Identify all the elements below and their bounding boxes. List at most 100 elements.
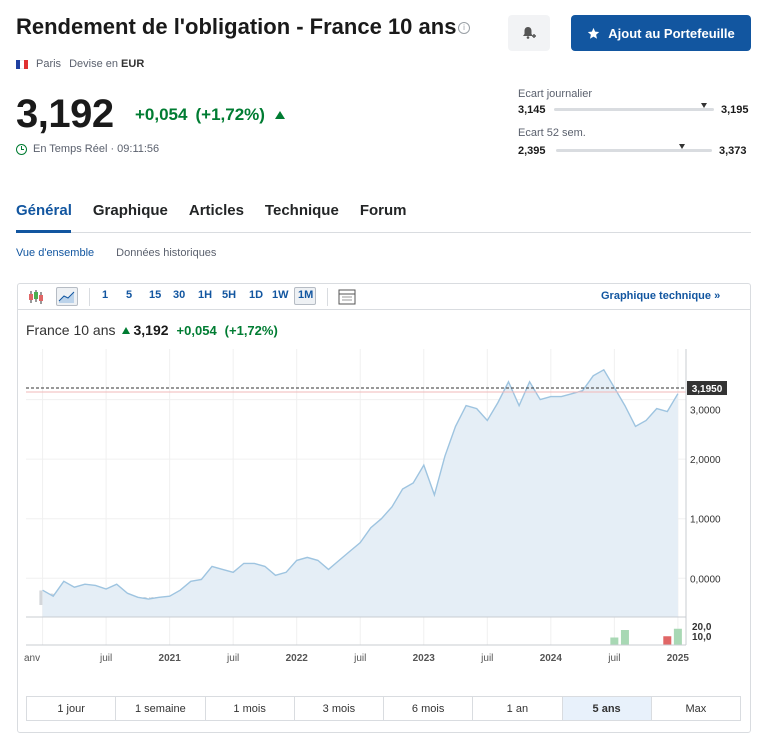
chart-toolbar: 1 5 15 30 1H 5H 1D 1W 1M bbox=[18, 284, 750, 310]
period-button[interactable]: 1 an bbox=[473, 697, 563, 720]
subtab-historical-data[interactable]: Données historiques bbox=[116, 247, 217, 259]
y-tick-label: 0,0000 bbox=[690, 574, 721, 585]
interval-1[interactable]: 1 bbox=[102, 289, 109, 301]
series-line bbox=[42, 368, 679, 600]
period-button[interactable]: 6 mois bbox=[384, 697, 474, 720]
add-to-portfolio-button[interactable]: Ajout au Portefeuille bbox=[571, 15, 751, 51]
last-price: 3,192 bbox=[16, 92, 114, 136]
period-button[interactable]: 1 mois bbox=[206, 697, 295, 720]
currency-label: Devise en bbox=[69, 58, 118, 70]
period-button[interactable]: 1 semaine bbox=[116, 697, 206, 720]
daily-range-label: Ecart journalier bbox=[518, 88, 592, 100]
page-title: Rendement de l'obligation - France 10 an… bbox=[16, 14, 457, 39]
period-selector: 1 jour 1 semaine 1 mois 3 mois 6 mois 1 an 5 a… bbox=[26, 696, 741, 721]
toolbar-separator bbox=[89, 288, 90, 306]
add-to-portfolio-label: Ajout au Portefeuille bbox=[608, 25, 735, 41]
interval-30[interactable]: 30 bbox=[173, 289, 186, 301]
daily-range-high: 3,195 bbox=[721, 104, 749, 116]
info-icon[interactable]: i bbox=[458, 22, 470, 34]
france-flag-icon bbox=[16, 59, 28, 69]
y-tick-label: 1,0000 bbox=[690, 515, 721, 526]
daily-range-marker bbox=[701, 103, 708, 108]
main-tabs: Général Graphique Articles Technique For… bbox=[16, 202, 428, 219]
toolbar-separator bbox=[327, 288, 328, 306]
subtab-overview[interactable]: Vue d'ensemble bbox=[16, 247, 95, 259]
change-percent: (+1,72%) bbox=[195, 105, 265, 124]
realtime-status: En Temps Réel · 09:11:56 bbox=[16, 143, 159, 155]
x-tick-label: 2022 bbox=[286, 653, 309, 664]
star-icon bbox=[588, 27, 600, 39]
x-tick-label: juil bbox=[353, 653, 366, 664]
volume-bar bbox=[610, 637, 619, 645]
tab-technique[interactable]: Technique bbox=[264, 202, 339, 219]
x-tick-label: 2025 bbox=[667, 653, 690, 664]
technical-chart-link[interactable]: Graphique technique » bbox=[601, 290, 721, 302]
volume-tick-label: 10,0 bbox=[692, 632, 712, 643]
interval-1m[interactable]: 1M bbox=[298, 289, 314, 301]
up-arrow-icon bbox=[274, 111, 285, 119]
week52-range-marker bbox=[679, 144, 686, 149]
candlestick-icon[interactable] bbox=[27, 289, 45, 305]
sub-tabs: Vue d'ensemble Données historiques bbox=[16, 247, 216, 259]
period-button[interactable]: 5 ans bbox=[562, 697, 652, 720]
chart-change: +0,054 bbox=[176, 322, 217, 338]
tab-graphique[interactable]: Graphique bbox=[92, 202, 168, 219]
last-value-badge bbox=[687, 381, 727, 396]
x-tick-label: 2023 bbox=[413, 653, 436, 664]
tab-articles[interactable]: Articles bbox=[188, 202, 244, 219]
x-tick-label: juil bbox=[226, 653, 239, 664]
week52-range-low: 2,395 bbox=[518, 145, 546, 157]
area-chart-icon bbox=[58, 291, 75, 303]
market-location: Paris bbox=[36, 58, 62, 70]
daily-range-bar bbox=[554, 103, 714, 111]
x-tick-label: juil bbox=[480, 653, 493, 664]
x-tick-label: anv bbox=[24, 653, 40, 664]
last-value-label: 3,1950 bbox=[692, 384, 723, 395]
period-button[interactable]: Max bbox=[685, 702, 707, 715]
interval-15[interactable]: 15 bbox=[149, 289, 162, 301]
realtime-label: En Temps Réel · 09:11:56 bbox=[33, 143, 160, 155]
x-tick-label: juil bbox=[99, 653, 112, 664]
x-tick-label: 2024 bbox=[540, 653, 563, 664]
volume-bar bbox=[673, 628, 682, 645]
price-change: +0,054 (+1,72%) bbox=[135, 105, 285, 125]
chart-instrument-name: France 10 ans bbox=[26, 322, 116, 338]
week52-range-label: Ecart 52 sem. bbox=[518, 127, 586, 139]
tabs-divider bbox=[16, 232, 751, 233]
daily-range-low: 3,145 bbox=[518, 104, 546, 116]
chart-last-value: 3,192 bbox=[133, 322, 169, 338]
period-button[interactable]: 3 mois bbox=[295, 697, 384, 720]
week52-range-bar bbox=[556, 144, 712, 152]
tab-general[interactable]: Général bbox=[16, 202, 72, 219]
alert-button[interactable] bbox=[508, 15, 550, 51]
volume-bar bbox=[663, 636, 672, 645]
active-tab-indicator bbox=[16, 230, 71, 233]
chart-panel bbox=[17, 283, 751, 733]
x-tick-label: juil bbox=[607, 653, 620, 664]
chart-change-percent: (+1,72%) bbox=[224, 322, 278, 338]
table-view-icon[interactable] bbox=[338, 289, 356, 305]
volume-bar bbox=[620, 630, 629, 645]
chart-header: France 10 ans 3,192 +0,054 (+1,72%) bbox=[26, 322, 278, 338]
change-value: +0,054 bbox=[135, 105, 188, 124]
y-tick-label: 3,0000 bbox=[690, 406, 721, 417]
volume-tick-label: 20,0 bbox=[692, 622, 712, 633]
week52-range-high: 3,373 bbox=[719, 145, 747, 157]
clock-icon bbox=[16, 143, 27, 155]
interval-1m-highlight bbox=[294, 287, 316, 305]
interval-1d[interactable]: 1D bbox=[249, 289, 264, 301]
area-chart-toggle[interactable] bbox=[56, 287, 78, 306]
currency-value: EUR bbox=[121, 58, 145, 70]
y-tick-label: 2,0000 bbox=[690, 455, 721, 466]
up-arrow-icon bbox=[121, 326, 130, 334]
period-button[interactable]: 1 jour bbox=[27, 697, 117, 720]
interval-1w[interactable]: 1W bbox=[272, 289, 289, 301]
x-tick-label: 2021 bbox=[159, 653, 182, 664]
interval-1h[interactable]: 1H bbox=[198, 289, 213, 301]
interval-5h[interactable]: 5H bbox=[222, 289, 237, 301]
tab-forum[interactable]: Forum bbox=[359, 202, 407, 219]
bell-plus-icon bbox=[523, 27, 536, 39]
interval-5[interactable]: 5 bbox=[126, 289, 133, 301]
market-meta: Paris Devise en EUR bbox=[16, 58, 144, 70]
